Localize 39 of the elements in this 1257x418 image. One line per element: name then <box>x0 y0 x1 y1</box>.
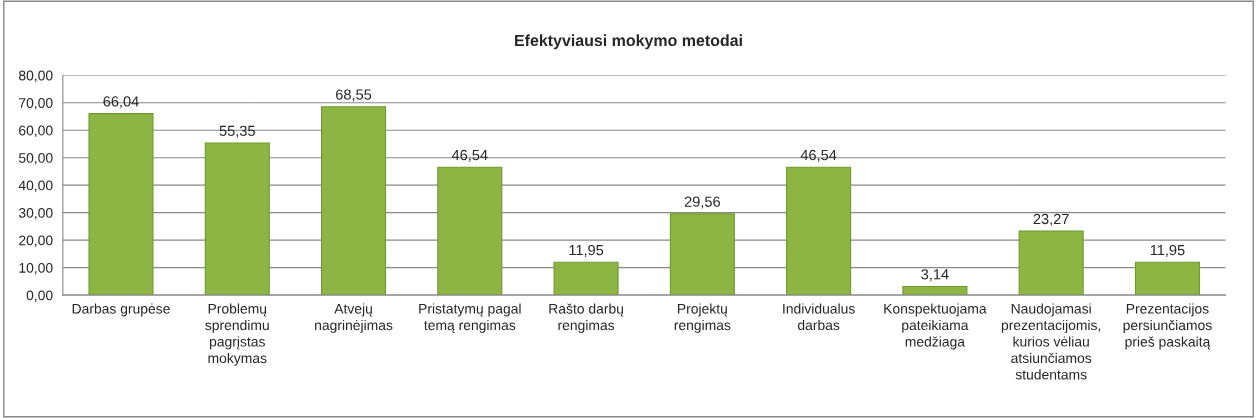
data-label: 11,95 <box>569 244 604 257</box>
x-tick-label: Darbas grupėse <box>72 303 170 317</box>
bar <box>321 106 387 296</box>
data-label: 46,54 <box>451 149 488 162</box>
bar <box>88 113 154 296</box>
bar <box>437 166 503 296</box>
data-label: 23,27 <box>1033 213 1069 226</box>
x-tick-label: Naudojamasi prezentacijomis, kurios vėliau atsiunčiamos studentams <box>1001 303 1101 380</box>
data-label: 29,56 <box>684 196 720 209</box>
data-label: 11,95 <box>1150 244 1185 257</box>
x-tick-label: Projektų rengimas <box>674 303 731 333</box>
data-label: 3,14 <box>921 269 949 282</box>
data-label: 68,55 <box>336 89 372 102</box>
bar <box>204 142 270 296</box>
chart-title: Efektyviausi mokymo metodai <box>515 34 742 50</box>
y-tick-label: 20,00 <box>19 235 53 247</box>
data-label: 46,54 <box>800 149 837 162</box>
y-tick-label: 80,00 <box>18 70 53 83</box>
y-tick-label: 70,00 <box>19 98 53 110</box>
data-label: 55,35 <box>219 125 255 138</box>
x-tick-label: Rašto darbų rengimas <box>549 303 624 333</box>
y-tick-label: 30,00 <box>18 207 53 220</box>
y-tick-label: 10,00 <box>19 262 53 275</box>
y-tick-label: 60,00 <box>19 125 53 138</box>
bar <box>1134 261 1200 296</box>
data-label: 66,04 <box>103 96 139 109</box>
x-tick-label: Pristatymų pagal temą rengimas <box>419 303 521 333</box>
x-tick-label: Problemų sprendimu pagrįstas mokymas <box>205 303 269 366</box>
x-tick-label: Individualus darbas <box>783 303 855 331</box>
bar <box>786 166 852 296</box>
x-tick-label: Konspektuojama pateikiama medžiaga <box>884 303 987 350</box>
x-tick-label: Atvejų nagrinėjimas <box>315 303 393 333</box>
y-tick-label: 0,00 <box>26 290 53 302</box>
bar <box>1018 230 1084 296</box>
x-tick-label: Prezentacijos persiunčiamos prieš paskaitą <box>1123 303 1212 350</box>
y-tick-label: 50,00 <box>18 153 53 165</box>
bar <box>553 261 619 296</box>
y-tick-label: 40,00 <box>18 180 53 192</box>
bar <box>669 213 735 296</box>
